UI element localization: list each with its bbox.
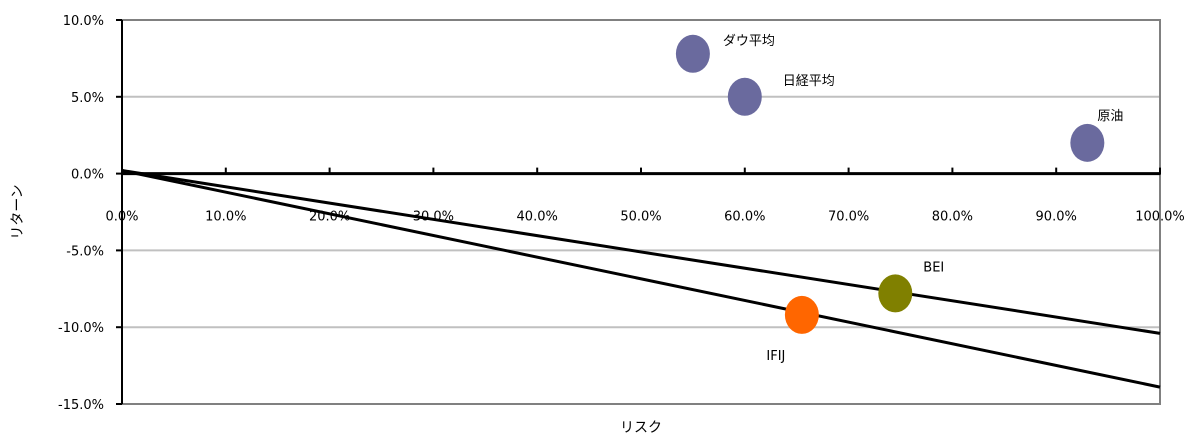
x-tick-label: 60.0% — [724, 210, 765, 225]
data-point-label: IFIJ — [766, 349, 785, 364]
x-tick-label: 0.0% — [105, 210, 138, 225]
data-point — [1070, 123, 1105, 162]
trend-line — [121, 169, 1161, 335]
x-tick-label: 70.0% — [828, 210, 869, 225]
data-point — [675, 34, 710, 73]
y-tick-label: -15.0% — [58, 398, 104, 413]
data-point — [878, 274, 913, 313]
x-tick-label: 10.0% — [205, 210, 246, 225]
y-axis: 10.0% 5.0% 0.0% -5.0% -10.0% -15.0% — [58, 14, 123, 413]
data-point-label: 原油 — [1097, 109, 1123, 124]
x-tick-label: 100.0% — [1135, 210, 1185, 225]
x-axis-label: リスク — [620, 420, 662, 436]
data-point — [784, 295, 819, 334]
data-point-label: BEI — [923, 260, 944, 275]
y-axis-label: リターン — [10, 184, 26, 239]
y-tick-label: 5.0% — [71, 91, 104, 106]
gridlines — [122, 95, 1160, 329]
x-tick-label: 20.0% — [309, 210, 350, 225]
data-point-label: ダウ平均 — [723, 34, 775, 49]
x-tick-label: 50.0% — [620, 210, 661, 225]
y-tick-label: -5.0% — [66, 244, 104, 259]
trend-line — [121, 169, 1161, 389]
x-tick-label: 40.0% — [517, 210, 558, 225]
trend-lines — [121, 169, 1161, 389]
data-point-label: 日経平均 — [783, 74, 835, 89]
x-tick-label: 80.0% — [932, 210, 973, 225]
y-tick-label: 0.0% — [71, 168, 104, 183]
data-point — [727, 77, 762, 116]
y-tick-label: -10.0% — [58, 321, 104, 336]
y-tick-label: 10.0% — [63, 14, 104, 29]
x-tick-label: 90.0% — [1036, 210, 1077, 225]
x-axis: 0.0% 10.0% 20.0% 30.0% 40.0% 50.0% 60.0% 70.0% 8… — [105, 167, 1185, 225]
